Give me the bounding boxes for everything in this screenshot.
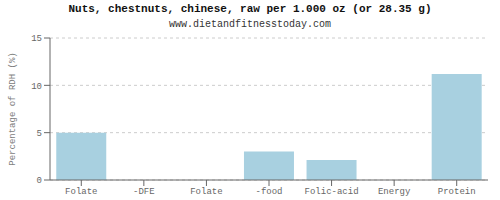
svg-text:Folic-acid: Folic-acid (305, 187, 359, 197)
svg-text:0: 0 (37, 176, 42, 186)
svg-text:Percentage of RDH (%): Percentage of RDH (%) (8, 52, 18, 165)
svg-text:Protein: Protein (438, 187, 476, 197)
svg-text:10: 10 (31, 82, 42, 92)
svg-text:Folate: Folate (190, 187, 222, 197)
svg-text:15: 15 (31, 34, 42, 44)
svg-text:Folate: Folate (65, 187, 97, 197)
svg-text:5: 5 (37, 129, 42, 139)
html-text:www.dietandfitnesstoday.com: www.dietandfitnesstoday.com (169, 19, 331, 30)
svg-text:-DFE: -DFE (133, 187, 155, 197)
html-text:Nuts, chestnuts, chinese, raw: Nuts, chestnuts, chinese, raw per 1.000 … (68, 3, 432, 15)
svg-text:-food: -food (255, 187, 282, 197)
svg-text:Energy: Energy (378, 187, 411, 197)
